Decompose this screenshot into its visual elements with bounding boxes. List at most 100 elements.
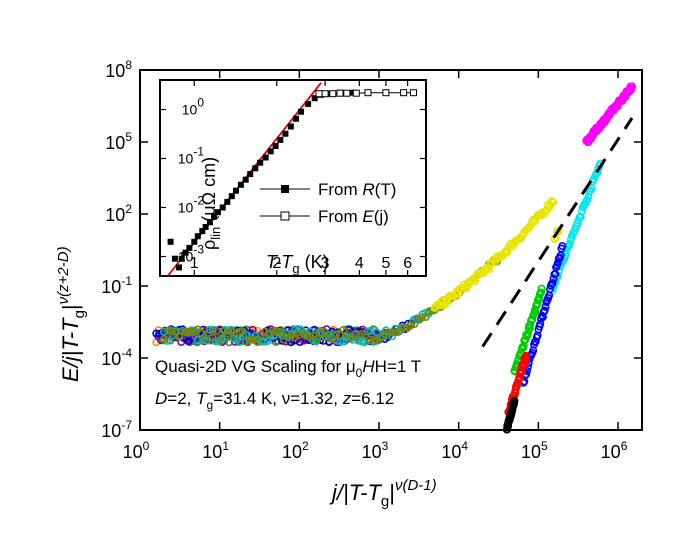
inset-point-R <box>228 193 235 200</box>
inset-y-tick-label: 100 <box>182 96 205 118</box>
inset-point-R <box>219 204 226 211</box>
main-y-tick-labels: 10-7 10-4 10-1 102 105 108 <box>101 58 132 441</box>
data-point <box>320 328 329 337</box>
inset-point-R <box>267 148 274 155</box>
data-point <box>510 396 519 405</box>
x-tick-label: 105 <box>521 439 548 462</box>
main-plot-frame <box>139 69 643 431</box>
data-point <box>275 327 284 336</box>
inset-point-R <box>311 95 318 102</box>
inset-point-R <box>242 176 249 183</box>
inset-point-R <box>224 198 231 205</box>
data-point <box>387 328 396 337</box>
data-point <box>365 336 374 345</box>
data-point <box>201 334 210 343</box>
inset-point-R <box>252 165 259 172</box>
x-tick-label: 103 <box>362 439 389 462</box>
inset-point-R <box>237 181 244 188</box>
inset-x-axis-label: T-Tg (K) <box>266 252 329 276</box>
data-point <box>331 330 340 339</box>
data-point <box>204 328 213 337</box>
inset-point-E <box>329 90 337 98</box>
inset-point-R <box>202 224 209 230</box>
data-point <box>536 319 545 328</box>
y-tick-label: 10-7 <box>101 418 132 441</box>
inset-point-R <box>178 255 185 262</box>
data-point <box>410 319 419 328</box>
data-point <box>272 326 281 335</box>
inset-y-tick-label: 10-1 <box>178 145 205 167</box>
inset-x-tick-label: 1 <box>190 255 199 272</box>
data-point <box>414 315 423 324</box>
x-tick-label: 104 <box>441 439 468 462</box>
main-dashed-line <box>481 117 634 348</box>
inset-point-R <box>191 238 198 245</box>
inset-point-R <box>287 123 294 130</box>
inset-point-R <box>182 249 189 256</box>
main-data-series <box>152 82 636 434</box>
legend-entry-E: From E(j) <box>318 207 389 226</box>
inset-point-E <box>336 89 344 97</box>
inset-point-E <box>410 89 417 97</box>
inset-plot-frame <box>159 79 427 277</box>
data-point <box>380 329 389 338</box>
inset-point-R <box>293 115 299 122</box>
data-point <box>406 321 415 330</box>
inset-point-R <box>171 255 178 262</box>
data-point <box>212 326 221 335</box>
data-point <box>263 337 272 346</box>
data-point <box>234 327 243 336</box>
data-point <box>268 326 277 335</box>
y-tick-label: 10-1 <box>101 274 132 297</box>
data-point <box>549 198 558 207</box>
data-point <box>216 336 225 345</box>
data-point <box>369 335 378 344</box>
data-point <box>283 330 292 339</box>
inset-point-R <box>167 238 174 245</box>
data-point <box>246 335 255 344</box>
data-point <box>384 328 393 337</box>
data-point <box>182 327 191 336</box>
inset-point-R <box>247 171 254 178</box>
inset-point-R <box>282 130 289 137</box>
y-tick-label: 105 <box>105 130 132 153</box>
y-tick-label: 102 <box>105 202 132 225</box>
data-point <box>208 333 217 342</box>
data-point <box>626 85 635 94</box>
inset-point-E <box>321 90 329 98</box>
inset-x-tick-label: 4 <box>355 255 364 272</box>
data-point <box>301 331 310 340</box>
inset-point-R <box>194 233 201 240</box>
data-point <box>548 278 557 287</box>
series-7 <box>582 82 636 147</box>
data-point <box>471 277 480 286</box>
data-point <box>163 326 172 335</box>
x-tick-label: 106 <box>601 439 628 462</box>
annotation-scaling-title: Quasi-2D VG Scaling for μ0HH=1 T <box>155 357 421 380</box>
legend-marker-filled-square <box>281 185 289 193</box>
annotation-parameters: D=2, Tg=31.4 K, ν=1.32, z=6.12 <box>155 389 394 412</box>
inset-point-E <box>315 90 323 98</box>
data-point <box>253 337 262 346</box>
data-point <box>350 330 359 339</box>
data-point <box>627 82 636 91</box>
x-tick-label: 102 <box>282 439 309 462</box>
inset-point-R <box>186 244 193 251</box>
data-point <box>186 327 195 336</box>
data-point <box>339 325 348 334</box>
y-tick-label: 10-4 <box>101 346 132 369</box>
inset-point-E <box>343 89 351 97</box>
data-point <box>335 330 344 339</box>
inset-from-E-j-series <box>315 89 417 98</box>
inset-E-connector <box>319 92 414 95</box>
inset-x-tick-label: 2 <box>272 255 281 272</box>
data-point <box>178 326 187 335</box>
data-point <box>305 333 314 342</box>
data-point <box>521 356 530 365</box>
inset-y-tick-label: 10-2 <box>178 194 205 216</box>
data-point <box>565 239 574 248</box>
inset-point-R <box>277 136 284 143</box>
inset-point-R <box>257 159 264 166</box>
inset-point-R <box>305 100 312 107</box>
